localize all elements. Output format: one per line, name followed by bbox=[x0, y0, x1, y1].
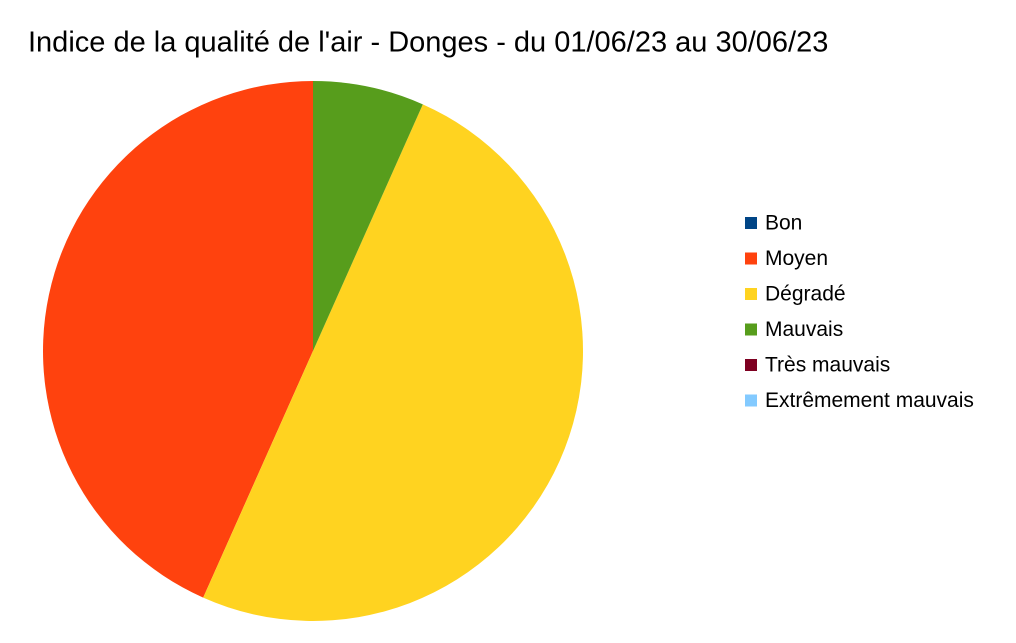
legend-label: Moyen bbox=[765, 247, 828, 270]
legend-label: Dégradé bbox=[765, 283, 846, 306]
chart-title: Indice de la qualité de l'air - Donges -… bbox=[28, 27, 828, 59]
pie-slice bbox=[313, 81, 423, 351]
pie-slice bbox=[42, 81, 313, 598]
legend-label: Très mauvais bbox=[765, 354, 890, 377]
pie-slice bbox=[203, 104, 584, 622]
legend-label: Extrêmement mauvais bbox=[765, 389, 974, 412]
legend-label: Mauvais bbox=[765, 318, 843, 341]
legend-swatch bbox=[745, 359, 757, 371]
legend-swatch bbox=[745, 288, 757, 300]
legend-label: Bon bbox=[765, 212, 802, 235]
legend-swatch bbox=[745, 323, 757, 336]
legend-swatch bbox=[745, 252, 757, 265]
legend-swatch bbox=[745, 394, 757, 407]
legend-swatch bbox=[745, 217, 757, 229]
